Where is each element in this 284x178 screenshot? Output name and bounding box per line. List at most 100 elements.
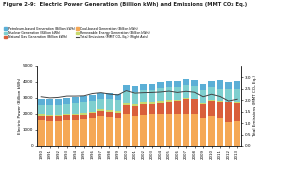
Bar xyxy=(46,115,53,116)
Bar xyxy=(183,99,189,114)
Bar xyxy=(191,99,198,100)
Bar xyxy=(225,89,232,102)
Bar xyxy=(114,113,121,118)
Bar xyxy=(149,114,155,146)
Bar xyxy=(166,81,172,87)
Bar xyxy=(208,87,215,100)
Bar xyxy=(174,101,181,114)
Bar xyxy=(131,91,138,104)
Bar xyxy=(140,115,147,146)
Bar xyxy=(200,103,206,104)
Bar xyxy=(225,82,232,89)
Bar xyxy=(234,81,241,89)
Bar xyxy=(149,104,155,114)
Bar xyxy=(208,101,215,116)
Bar xyxy=(38,116,45,121)
Bar xyxy=(63,114,70,115)
Bar xyxy=(106,117,113,146)
Bar xyxy=(174,81,181,87)
Bar xyxy=(89,113,96,118)
Text: Figure 2-9:  Electric Power Generation (Billion kWh) and Emissions (MMT CO₂ Eq.): Figure 2-9: Electric Power Generation (B… xyxy=(3,2,247,7)
Bar xyxy=(217,118,224,146)
Y-axis label: Electric Power (Billion kWh): Electric Power (Billion kWh) xyxy=(18,78,22,134)
Bar xyxy=(157,101,164,103)
Bar xyxy=(38,105,45,114)
Bar xyxy=(123,85,130,91)
Bar xyxy=(217,89,224,101)
Bar xyxy=(114,100,121,111)
Legend: Petroleum-based Generation (Billion kWh), Nuclear Generation (Billion kWh), Natu: Petroleum-based Generation (Billion kWh)… xyxy=(5,27,149,40)
Bar xyxy=(46,121,53,146)
Bar xyxy=(208,116,215,146)
Bar xyxy=(106,112,113,117)
Bar xyxy=(55,115,62,116)
Bar xyxy=(200,90,206,103)
Bar xyxy=(89,112,96,113)
Bar xyxy=(97,111,104,116)
Bar xyxy=(157,103,164,114)
Bar xyxy=(234,89,241,102)
Bar xyxy=(183,85,189,98)
Bar xyxy=(72,103,79,114)
Bar xyxy=(149,90,155,102)
Bar xyxy=(72,120,79,146)
Bar xyxy=(97,109,104,111)
Bar xyxy=(38,121,45,146)
Bar xyxy=(191,114,198,146)
Bar xyxy=(140,84,147,90)
Bar xyxy=(166,101,172,114)
Bar xyxy=(55,116,62,121)
Bar xyxy=(225,102,232,122)
Bar xyxy=(174,100,181,101)
Bar xyxy=(149,102,155,104)
Bar xyxy=(200,84,206,90)
Bar xyxy=(225,122,232,146)
Bar xyxy=(106,100,113,110)
Bar xyxy=(140,102,147,104)
Bar xyxy=(55,121,62,146)
Bar xyxy=(140,104,147,115)
Bar xyxy=(166,87,172,100)
Bar xyxy=(131,104,138,106)
Bar xyxy=(149,84,155,90)
Bar xyxy=(97,116,104,146)
Bar xyxy=(191,100,198,114)
Bar xyxy=(80,96,87,102)
Bar xyxy=(217,102,224,118)
Bar xyxy=(63,120,70,146)
Bar xyxy=(157,82,164,88)
Bar xyxy=(191,86,198,99)
Bar xyxy=(131,106,138,116)
Bar xyxy=(80,102,87,113)
Bar xyxy=(157,88,164,101)
Bar xyxy=(63,115,70,120)
Bar xyxy=(55,99,62,105)
Bar xyxy=(46,116,53,121)
Bar xyxy=(72,114,79,115)
Bar xyxy=(114,118,121,146)
Bar xyxy=(80,119,87,146)
Bar xyxy=(46,99,53,105)
Bar xyxy=(89,101,96,112)
Bar xyxy=(97,93,104,99)
Y-axis label: Total Emissions (MMT CO₂ Eq.): Total Emissions (MMT CO₂ Eq.) xyxy=(253,75,257,137)
Bar xyxy=(38,99,45,105)
Bar xyxy=(72,97,79,103)
Bar xyxy=(46,105,53,115)
Bar xyxy=(123,91,130,103)
Bar xyxy=(208,100,215,101)
Bar xyxy=(234,103,241,121)
Bar xyxy=(174,87,181,100)
Bar xyxy=(80,113,87,115)
Bar xyxy=(166,114,172,146)
Bar xyxy=(89,95,96,101)
Bar xyxy=(191,80,198,86)
Bar xyxy=(63,98,70,104)
Bar xyxy=(38,114,45,116)
Bar xyxy=(200,104,206,118)
Bar xyxy=(183,98,189,99)
Bar xyxy=(200,118,206,146)
Bar xyxy=(157,114,164,146)
Bar xyxy=(183,79,189,85)
Bar xyxy=(89,118,96,146)
